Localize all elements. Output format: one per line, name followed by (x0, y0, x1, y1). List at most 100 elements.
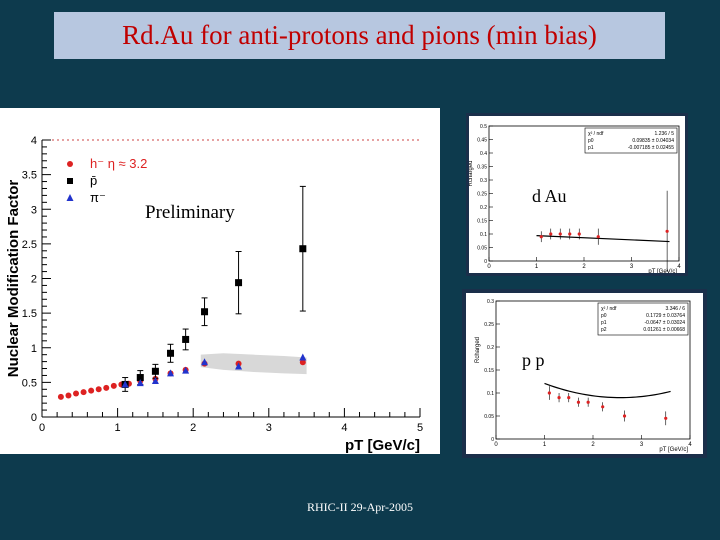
data-point-triangle (121, 380, 129, 388)
legend-marker (67, 178, 73, 184)
data-point (547, 391, 551, 395)
legend-label: h⁻ η ≈ 3.2 (90, 156, 147, 171)
x-tick-label: 1 (115, 422, 121, 434)
y-tick-label: 0.4 (480, 151, 487, 157)
x-axis-label: pT [GeV/c] (345, 437, 420, 454)
y-tick-label: 4 (31, 135, 37, 147)
fit-param-name: χ² / ndf (588, 131, 604, 137)
fit-stats-box (597, 302, 689, 336)
fit-param-value: -0.0647 ± 0.03024 (644, 320, 685, 326)
data-point (601, 405, 605, 409)
x-tick-label: 1 (535, 264, 539, 270)
data-point-square (235, 279, 243, 287)
dau-inset-chart: 0 0.05 0.1 0.15 0.2 0.25 0.3 0.35 0.4 0.45 0.5 0 1 2 3… (469, 124, 681, 273)
data-point-square (201, 308, 209, 316)
y-tick-label: 0 (484, 259, 487, 265)
fit-line (536, 235, 670, 243)
data-point (539, 235, 543, 239)
data-point-triangle (136, 379, 144, 387)
y-tick-label: 0.45 (477, 138, 487, 144)
x-axis-label: pT [GeV/c] (659, 447, 688, 453)
legend-label: π⁻ (90, 190, 106, 205)
y-tick-label: 0.1 (480, 232, 487, 238)
x-tick-label: 0 (487, 264, 491, 270)
data-point (665, 229, 669, 233)
data-point (664, 416, 668, 420)
y-axis-label: Rcharged (475, 337, 481, 363)
fit-param-name: χ² / ndf (601, 306, 617, 312)
legend-label: p̄ (90, 173, 97, 188)
y-tick-label: 0.5 (22, 377, 37, 389)
data-point-triangle (235, 362, 243, 370)
pp-inset-panel: 0 0.05 0.1 0.15 0.2 0.25 0.3 0 1 2 3 4 pT [GeV/c] Rch… (462, 289, 707, 458)
y-axis-label: Rcharged (469, 160, 474, 186)
y-tick-label: 0.1 (487, 391, 494, 397)
data-point-square (182, 335, 190, 343)
data-point (622, 414, 627, 418)
data-point-circle (80, 389, 87, 396)
y-tick-label: 0.05 (484, 414, 494, 420)
x-tick-label: 4 (341, 422, 347, 434)
y-tick-label: 0.35 (477, 165, 487, 171)
data-point-circle (88, 387, 95, 394)
legend-marker (67, 161, 73, 167)
y-tick-label: 0.25 (477, 192, 487, 198)
slide-title: Rd.Au for anti-protons and pions (min bi… (122, 20, 597, 50)
data-point-triangle (167, 369, 175, 377)
data-point-triangle (201, 358, 209, 366)
dau-inset-panel: 0 0.05 0.1 0.15 0.2 0.25 0.3 0.35 0.4 0.45 0.5 0 1 2 3… (466, 113, 688, 276)
x-tick-label: 2 (190, 422, 196, 434)
y-tick-label: 0.3 (487, 299, 494, 305)
uncertainty-band (200, 353, 307, 375)
preliminary-annotation: Preliminary (145, 202, 235, 223)
fit-param-name: p0 (601, 313, 607, 319)
y-tick-label: 2 (31, 274, 37, 286)
data-point-circle (65, 392, 72, 399)
fit-param-name: p0 (588, 138, 594, 144)
data-point-circle (110, 382, 117, 389)
slide-footer: RHIC-II 29-Apr-2005 (306, 500, 414, 514)
data-point-square (136, 374, 144, 382)
y-tick-label: 0.15 (477, 219, 487, 225)
fit-stats-box (584, 127, 678, 154)
y-tick-label: 0.25 (484, 322, 494, 328)
data-point (596, 235, 600, 239)
y-tick-label: 0.05 (477, 246, 487, 252)
x-tick-label: 3 (630, 264, 634, 270)
inset-label: p p (522, 350, 545, 370)
y-tick-label: 3 (31, 204, 37, 216)
y-tick-label: 0 (491, 437, 494, 443)
data-point (549, 232, 553, 236)
fit-param-value: 0.1729 ± 0.03764 (646, 313, 685, 319)
fit-param-value: 1.236 / 5 (655, 131, 675, 137)
y-tick-label: 0.2 (487, 345, 494, 351)
fit-param-value: 0.09835 ± 0.04034 (632, 138, 674, 144)
x-tick-label: 0 (494, 442, 498, 448)
data-point (557, 396, 561, 400)
data-point (586, 400, 590, 404)
fit-param-value: 0.01261 ± 0.00668 (643, 327, 685, 333)
legend-marker (66, 194, 74, 201)
y-tick-label: 1.5 (22, 308, 37, 320)
data-point-circle (73, 390, 80, 397)
data-point-square (151, 367, 159, 375)
data-point (568, 232, 572, 236)
x-tick-label: 0 (39, 422, 45, 434)
data-point (558, 232, 562, 236)
x-tick-label: 3 (640, 442, 644, 448)
x-tick-label: 4 (677, 264, 681, 270)
data-point (576, 400, 581, 404)
data-point (577, 232, 581, 236)
data-point-square (299, 245, 307, 253)
main-chart: 0 0.5 1 1.5 2 2.5 3 3.5 4 0 1 2 3 4 5 pT [GeV/c] Nuclear… (5, 135, 423, 454)
fit-curve (544, 382, 671, 399)
fit-param-value: 3.346 / 6 (666, 306, 686, 312)
title-box: Rd.Au for anti-protons and pions (min bi… (54, 12, 665, 59)
y-tick-label: 0.2 (480, 205, 487, 211)
y-axis-label: Nuclear Modification Factor (5, 180, 22, 378)
data-point-circle (57, 393, 64, 400)
fit-param-name: p2 (601, 327, 607, 333)
data-point-circle (103, 384, 110, 391)
inset-label: d Au (532, 186, 567, 206)
x-tick-label: 2 (582, 264, 586, 270)
